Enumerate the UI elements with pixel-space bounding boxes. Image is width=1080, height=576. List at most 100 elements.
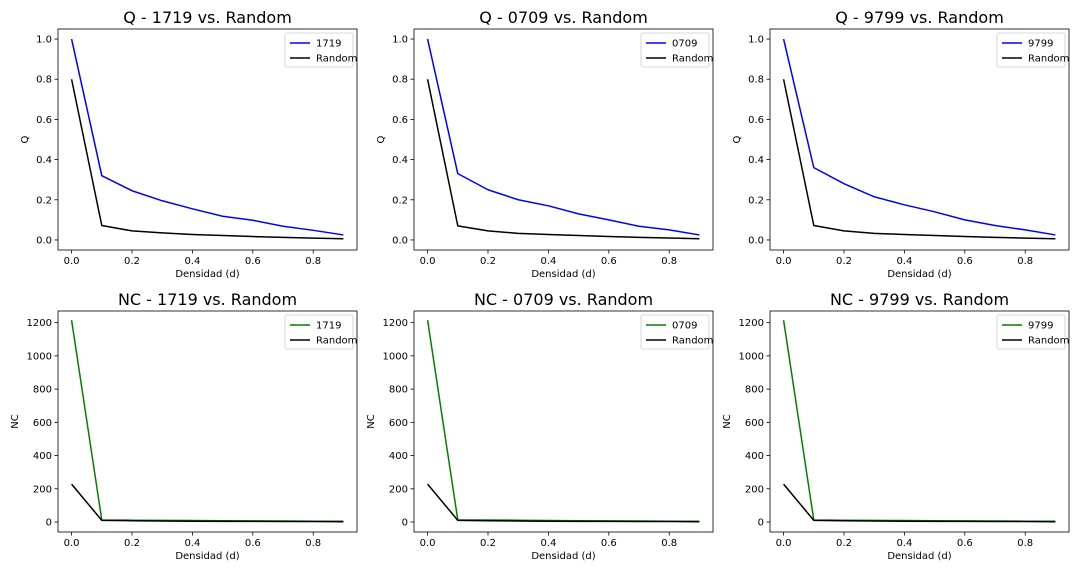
- x-tick-label: 0.6: [957, 256, 973, 267]
- y-tick-label: 0.6: [392, 115, 408, 126]
- x-tick-label: 0.4: [896, 538, 912, 549]
- legend-label: 9799: [1028, 321, 1053, 332]
- y-axis-label: NC: [722, 414, 733, 428]
- y-tick-label: 0.2: [392, 195, 408, 206]
- legend-label: 9799: [1028, 39, 1053, 50]
- y-tick-label: 400: [33, 451, 52, 462]
- y-tick-label: 1000: [739, 351, 764, 362]
- y-tick-label: 0.2: [748, 195, 764, 206]
- axes-frame: [413, 310, 714, 533]
- legend-label: Random: [316, 54, 357, 65]
- series-line: [426, 38, 700, 236]
- y-tick-label: 800: [389, 385, 408, 396]
- y-tick-label: 1.0: [36, 35, 52, 46]
- x-tick-label: 0.2: [480, 256, 496, 267]
- legend-label: 0709: [672, 39, 697, 50]
- x-tick-label: 0.6: [245, 538, 261, 549]
- legend-label: Random: [672, 336, 713, 347]
- legend: 0709 Random: [640, 32, 713, 68]
- x-tick-label: 0.2: [480, 538, 496, 549]
- y-tick-label: 400: [389, 451, 408, 462]
- y-tick-label: 600: [33, 418, 52, 429]
- x-axis-label: Densidad (d): [175, 269, 239, 280]
- x-tick-label: 0.8: [305, 538, 321, 549]
- y-tick-label: 1200: [383, 318, 408, 329]
- x-tick-label: 0.8: [661, 538, 677, 549]
- y-axis-label: NC: [366, 414, 377, 428]
- y-axis-label: NC: [10, 414, 21, 428]
- y-tick-label: 1000: [27, 351, 52, 362]
- y-tick-label: 800: [745, 385, 764, 396]
- y-tick-label: 0.6: [748, 115, 764, 126]
- series-line: [782, 79, 1056, 240]
- x-tick-label: 0.2: [836, 256, 852, 267]
- chart-title: Q - 1719 vs. Random: [123, 8, 292, 27]
- y-tick-label: 200: [33, 484, 52, 495]
- y-tick-label: 1200: [739, 318, 764, 329]
- y-tick-label: 0.8: [748, 75, 764, 86]
- x-tick-label: 0.0: [776, 538, 792, 549]
- series-line: [783, 483, 1056, 523]
- chart-title: NC - 9799 vs. Random: [830, 290, 1009, 309]
- x-tick-label: 0.8: [1017, 256, 1033, 267]
- y-axis-label: Q: [20, 135, 31, 143]
- x-tick-label: 0.4: [896, 256, 912, 267]
- y-tick-label: 0.0: [36, 235, 52, 246]
- y-tick-label: 0.8: [36, 75, 52, 86]
- y-tick-label: 400: [745, 451, 764, 462]
- chart-panel: Q - 0709 vs. Random 0.0 0.2 0.4 0.6 0.8 0.0 0.2…: [376, 8, 713, 280]
- y-tick-label: 200: [389, 484, 408, 495]
- y-tick-label: 200: [745, 484, 764, 495]
- x-tick-label: 0.2: [124, 256, 140, 267]
- legend-label: Random: [316, 336, 357, 347]
- axes-frame: [769, 28, 1070, 251]
- x-tick-label: 0.8: [661, 256, 677, 267]
- axes-frame: [57, 310, 358, 533]
- x-tick-label: 0.0: [64, 538, 80, 549]
- x-tick-label: 0.2: [124, 538, 140, 549]
- x-tick-label: 0.4: [540, 538, 556, 549]
- axes-frame: [57, 28, 358, 251]
- x-tick-label: 0.0: [420, 538, 436, 549]
- y-tick-label: 1200: [27, 318, 52, 329]
- y-tick-label: 0.6: [36, 115, 52, 126]
- x-axis-label: Densidad (d): [531, 551, 595, 562]
- y-tick-label: 0: [46, 518, 52, 529]
- y-tick-label: 1.0: [748, 35, 764, 46]
- x-tick-label: 0.4: [184, 538, 200, 549]
- chart-title: Q - 9799 vs. Random: [835, 8, 1004, 27]
- axes-frame: [413, 28, 714, 251]
- x-tick-label: 0.0: [420, 256, 436, 267]
- series-line: [427, 483, 700, 523]
- series-line: [70, 38, 344, 236]
- legend-label: Random: [1028, 336, 1069, 347]
- x-axis-label: Densidad (d): [531, 269, 595, 280]
- y-tick-label: 0.2: [36, 195, 52, 206]
- y-tick-label: 0.8: [392, 75, 408, 86]
- chart-panel: NC - 9799 vs. Random 0.0 0.2 0.4 0.6 0.8 0 200 4…: [722, 290, 1069, 562]
- x-tick-label: 0.4: [540, 256, 556, 267]
- y-tick-label: 800: [33, 385, 52, 396]
- x-tick-label: 0.6: [245, 256, 261, 267]
- y-tick-label: 0.4: [36, 155, 52, 166]
- chart-panel: Q - 1719 vs. Random 0.0 0.2 0.4 0.6 0.8 0.0 0.2…: [20, 8, 357, 280]
- legend-label: 1719: [316, 321, 341, 332]
- chart-panel: Q - 9799 vs. Random 0.0 0.2 0.4 0.6 0.8 0.0 0.2…: [732, 8, 1069, 280]
- x-tick-label: 0.0: [64, 256, 80, 267]
- y-tick-label: 0.4: [748, 155, 764, 166]
- y-tick-label: 600: [745, 418, 764, 429]
- axes-frame: [769, 310, 1070, 533]
- legend-label: Random: [672, 54, 713, 65]
- y-axis-label: Q: [732, 135, 743, 143]
- series-line: [71, 483, 344, 523]
- y-tick-label: 0: [758, 518, 764, 529]
- x-tick-label: 0.8: [1017, 538, 1033, 549]
- y-tick-label: 1000: [383, 351, 408, 362]
- legend: 9799 Random: [996, 32, 1069, 68]
- x-tick-label: 0.4: [184, 256, 200, 267]
- series-line: [426, 79, 700, 240]
- y-tick-label: 0.0: [392, 235, 408, 246]
- legend: 1719 Random: [284, 32, 357, 68]
- chart-title: NC - 1719 vs. Random: [118, 290, 297, 309]
